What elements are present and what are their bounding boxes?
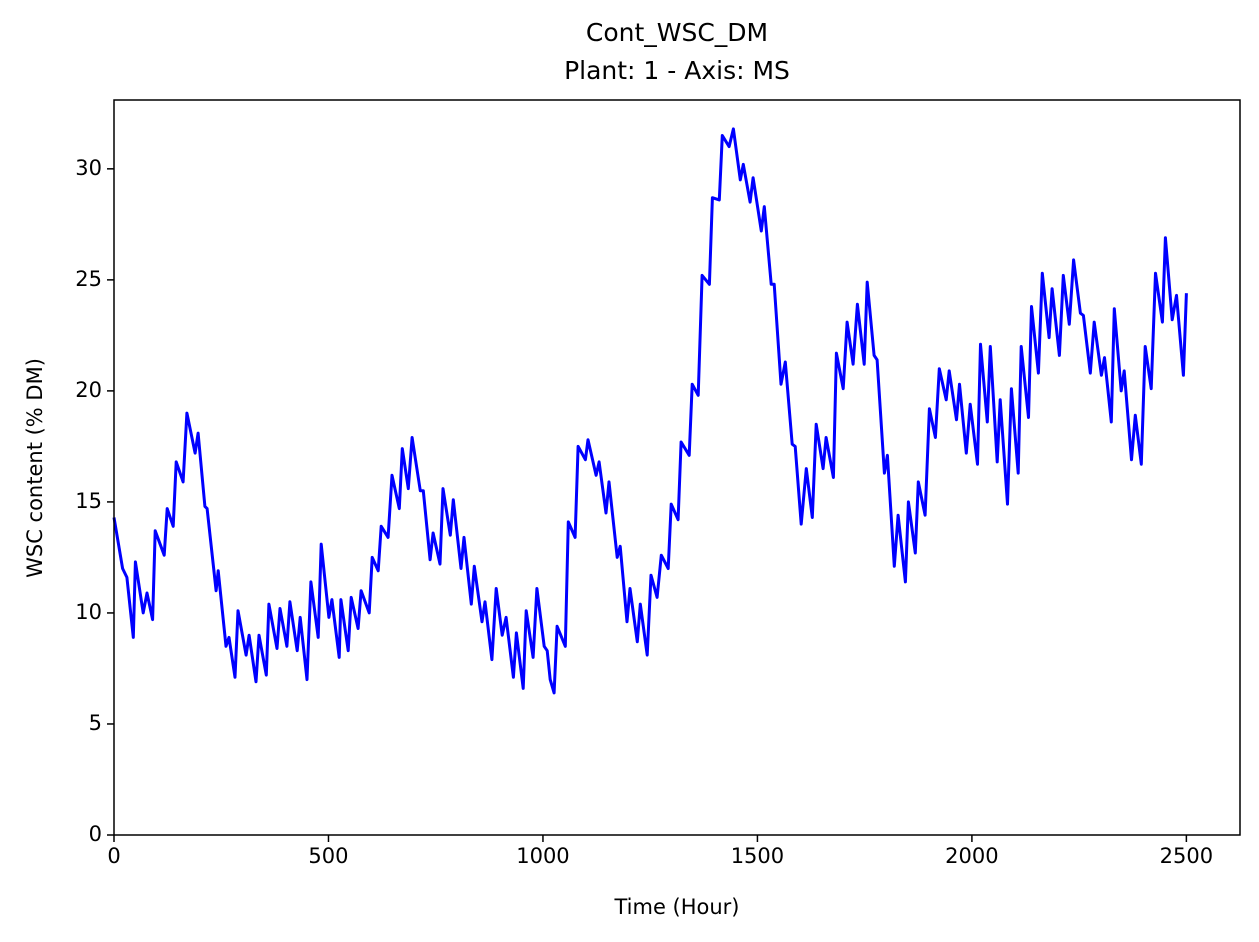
x-tick-label: 1500 xyxy=(731,844,784,868)
y-tick-label: 25 xyxy=(75,267,102,291)
chart-subtitle: Plant: 1 - Axis: MS xyxy=(564,56,790,85)
y-axis-label: WSC content (% DM) xyxy=(23,358,47,578)
y-tick-label: 15 xyxy=(75,489,102,513)
chart-title: Cont_WSC_DM xyxy=(586,18,768,47)
data-line xyxy=(112,127,1188,695)
y-tick-label: 30 xyxy=(75,156,102,180)
x-tick-label: 2000 xyxy=(945,844,998,868)
x-tick-label: 2500 xyxy=(1160,844,1213,868)
y-tick-label: 10 xyxy=(75,600,102,624)
x-tick-label: 0 xyxy=(107,844,120,868)
y-tick-label: 0 xyxy=(89,822,102,846)
plot-frame xyxy=(113,99,1241,836)
y-tick-label: 5 xyxy=(89,711,102,735)
x-axis-label: Time (Hour) xyxy=(613,895,739,919)
y-tick-label: 20 xyxy=(75,378,102,402)
x-tick-label: 1000 xyxy=(516,844,569,868)
x-tick-label: 500 xyxy=(308,844,348,868)
